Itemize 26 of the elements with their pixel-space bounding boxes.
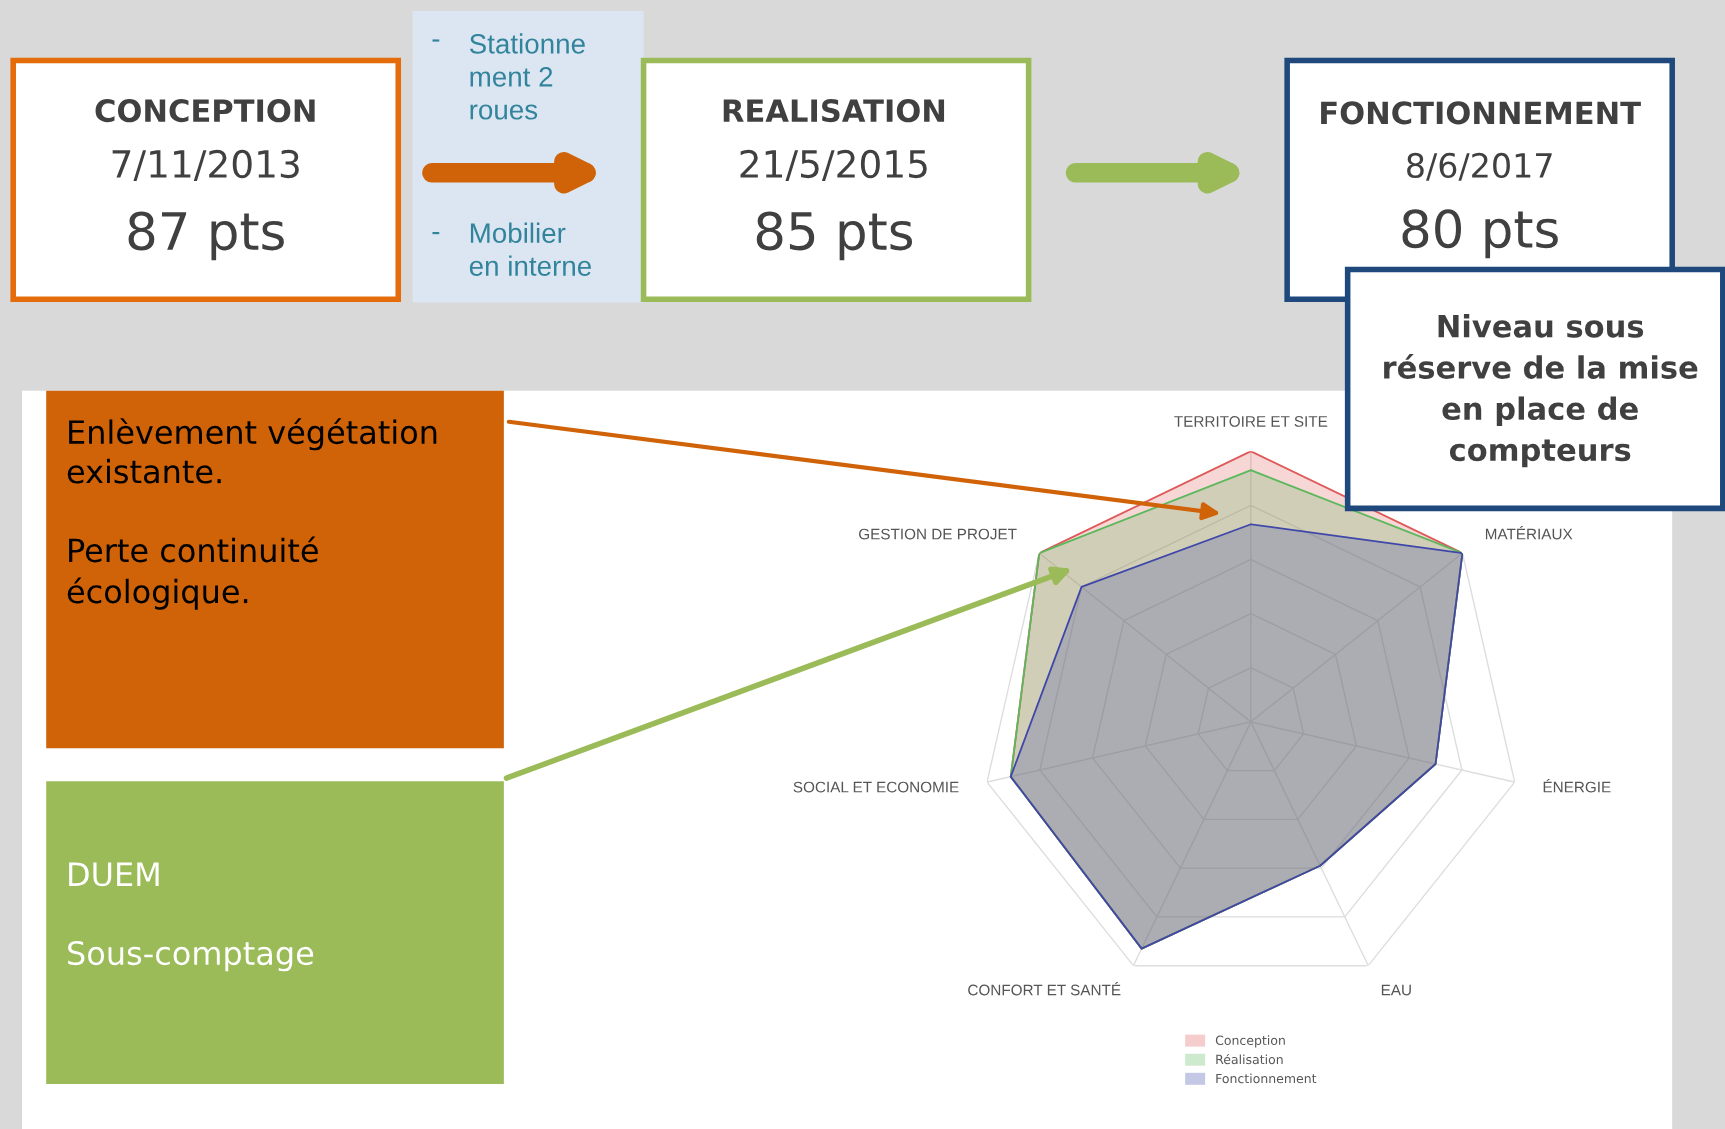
text: Niveau sous réserve de la mise en place de compteurs xyxy=(1384,314,1698,468)
legend-label: Réalisation xyxy=(1216,1053,1283,1065)
text: 8/6/2017 xyxy=(1407,152,1552,181)
text: REALISATION xyxy=(723,99,945,123)
text: FONCTIONNEMENT xyxy=(1321,101,1641,125)
text: - xyxy=(432,39,440,42)
spoke-label: EAU xyxy=(1381,984,1411,996)
text: Stationne ment 2 roues xyxy=(469,33,585,120)
text: DUEM Sous-comptage xyxy=(68,862,314,972)
text: 21/5/2015 xyxy=(740,149,927,182)
legend-label: Conception xyxy=(1215,1035,1285,1048)
spoke-label: CONFORT ET SANTÉ xyxy=(968,982,1121,996)
text: 7/11/2013 xyxy=(112,149,299,182)
text: 80 pts xyxy=(1402,209,1558,259)
text: CONCEPTION xyxy=(95,99,315,123)
text: Enlèvement végétation existante. Perte continuité écologique. xyxy=(67,418,437,610)
spoke-label: GESTION DE PROJET xyxy=(859,528,1017,540)
spoke-label: SOCIAL ET ECONOMIE xyxy=(793,781,959,793)
spoke-label: TERRITOIRE ET SITE xyxy=(1174,416,1328,427)
text: - xyxy=(432,232,440,235)
legend-label: Fonctionnement xyxy=(1216,1073,1317,1084)
text: 85 pts xyxy=(756,211,913,261)
spoke-label: MATÉRIAUX xyxy=(1485,526,1573,540)
text: Mobilier en interne xyxy=(469,222,591,276)
spoke-label: ÉNERGIE xyxy=(1543,779,1611,793)
text: 87 pts xyxy=(128,211,284,261)
